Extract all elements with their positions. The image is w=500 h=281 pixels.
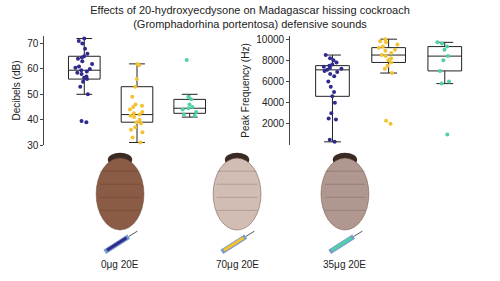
svg-text:40: 40 (27, 114, 39, 125)
svg-text:4000: 4000 (262, 97, 285, 108)
svg-text:10000: 10000 (256, 34, 284, 45)
svg-text:Peak Frequency (Hz): Peak Frequency (Hz) (240, 43, 251, 137)
svg-text:6000: 6000 (262, 76, 285, 87)
svg-text:70: 70 (27, 38, 39, 49)
svg-text:8000: 8000 (262, 55, 285, 66)
svg-text:0μg 20E: 0μg 20E (101, 259, 139, 270)
svg-text:Effects of 20-hydroxyecdysone: Effects of 20-hydroxyecdysone on Madagas… (90, 4, 410, 30)
svg-text:60: 60 (27, 63, 39, 74)
svg-text:70μg 20E: 70μg 20E (216, 259, 259, 270)
svg-text:35μg 20E: 35μg 20E (323, 259, 366, 270)
svg-text:30: 30 (27, 140, 39, 151)
svg-text:2000: 2000 (262, 118, 285, 129)
svg-text:Decibels (dB): Decibels (dB) (11, 60, 22, 120)
svg-text:50: 50 (27, 89, 39, 100)
